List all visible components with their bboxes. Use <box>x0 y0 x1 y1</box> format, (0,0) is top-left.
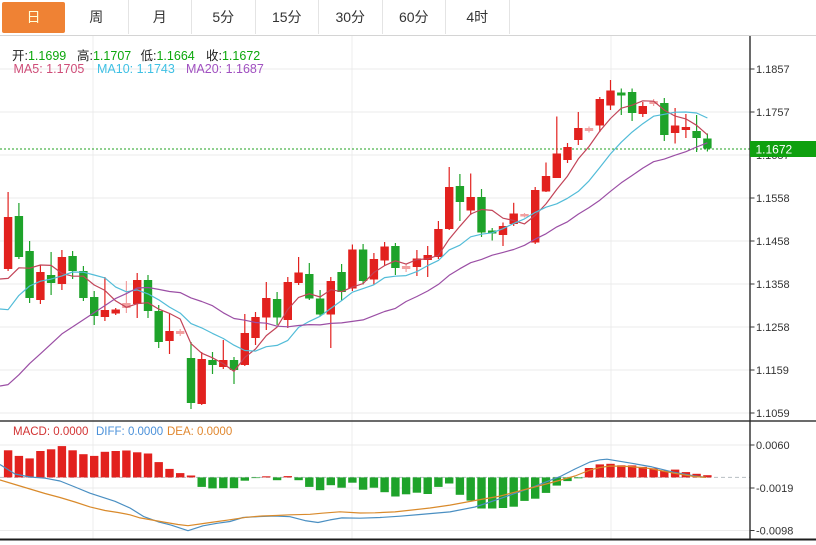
svg-text:1.1458: 1.1458 <box>756 236 790 248</box>
svg-text:0.0060: 0.0060 <box>756 440 790 452</box>
svg-text:-0.0019: -0.0019 <box>756 483 793 495</box>
svg-text:1.1672: 1.1672 <box>756 143 793 157</box>
svg-text:1.1757: 1.1757 <box>756 107 790 119</box>
svg-text:1.1358: 1.1358 <box>756 279 790 291</box>
svg-text:1.1059: 1.1059 <box>756 408 790 420</box>
svg-text:1.1558: 1.1558 <box>756 193 790 205</box>
svg-text:-0.0098: -0.0098 <box>756 526 793 538</box>
svg-text:1.1857: 1.1857 <box>756 64 790 76</box>
svg-text:1.1159: 1.1159 <box>756 365 789 377</box>
svg-text:1.1258: 1.1258 <box>756 322 790 334</box>
